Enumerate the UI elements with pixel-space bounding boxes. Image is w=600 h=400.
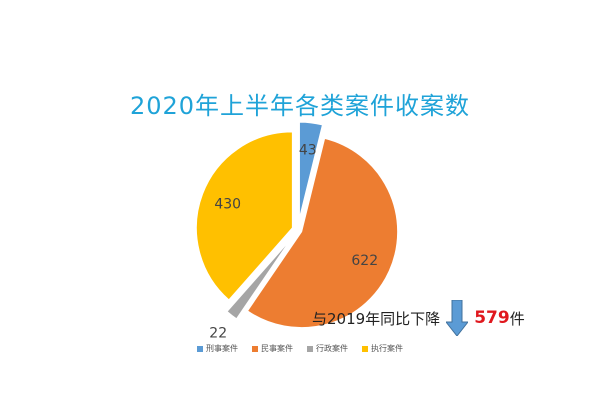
decrease-annotation: 与2019年同比下降 579 件: [312, 299, 525, 337]
legend-label: 刑事案件: [206, 344, 238, 353]
annotation-prefix: 与2019年同比下降: [312, 309, 441, 328]
legend-label: 执行案件: [371, 344, 403, 353]
legend-swatch: [362, 345, 368, 352]
legend-item-0: 刑事案件: [197, 343, 238, 354]
legend-item-1: 民事案件: [252, 343, 293, 354]
chart-title: 2020年上半年各类案件收案数: [129, 92, 471, 120]
annotation-suffix: 件: [509, 309, 525, 328]
down-arrow-icon: [445, 299, 470, 337]
pie-slice-3: [195, 131, 293, 301]
slice-value-label-2: 22: [209, 326, 227, 342]
pie-slice-1: [246, 137, 399, 329]
legend-swatch: [252, 345, 258, 352]
legend: 刑事案件 民事案件 行政案件 执行案件: [0, 343, 600, 354]
annotation-value: 579: [474, 308, 510, 328]
legend-swatch: [307, 345, 313, 352]
slice-value-label-3: 430: [214, 196, 241, 212]
legend-swatch: [197, 345, 203, 352]
pie-slice-2: [226, 239, 292, 320]
legend-item-2: 行政案件: [307, 343, 348, 354]
legend-label: 行政案件: [316, 344, 348, 353]
slice-value-label-0: 43: [299, 142, 317, 158]
slice-value-label-1: 622: [351, 253, 378, 269]
legend-label: 民事案件: [261, 344, 293, 353]
legend-item-3: 执行案件: [362, 343, 403, 354]
pie-slice-0: [298, 121, 324, 219]
